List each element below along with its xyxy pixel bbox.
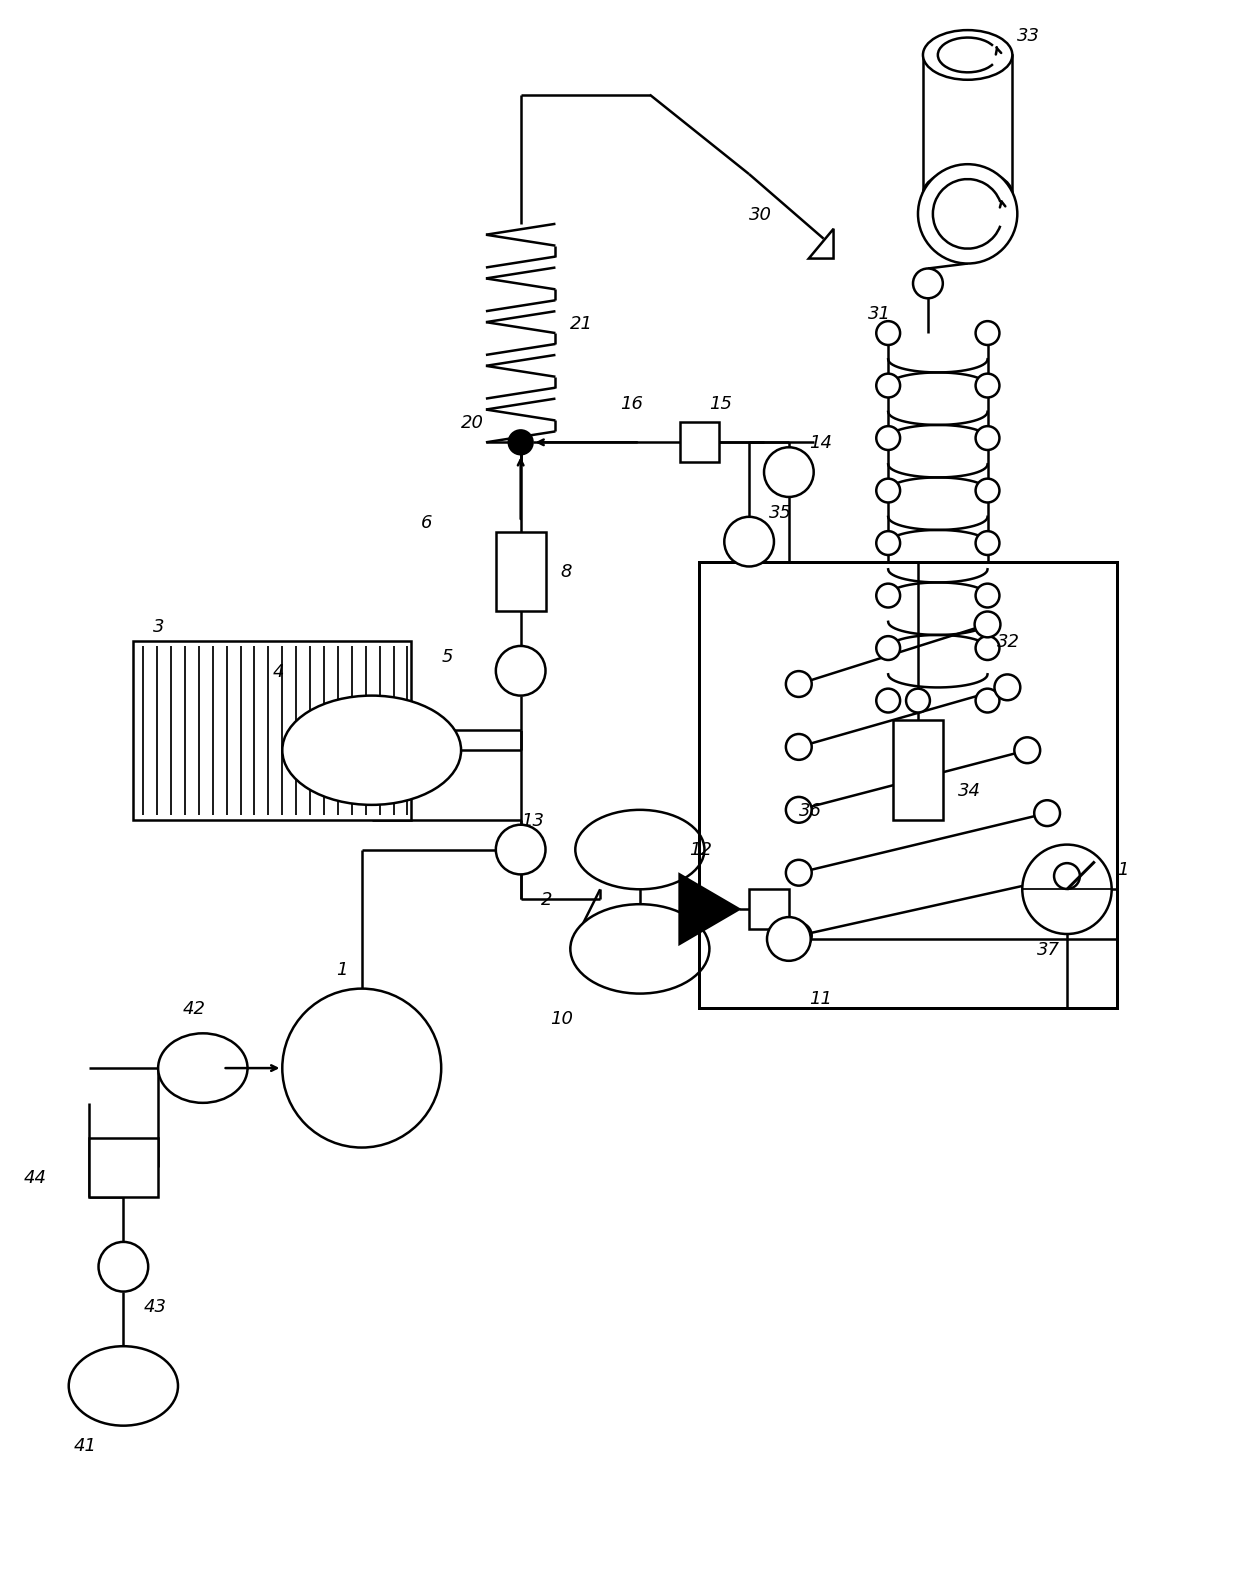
Bar bbox=[680, 422, 719, 462]
Circle shape bbox=[508, 430, 533, 454]
Polygon shape bbox=[680, 874, 739, 944]
Text: 3: 3 bbox=[154, 619, 165, 636]
Text: 37: 37 bbox=[1037, 940, 1060, 959]
Circle shape bbox=[906, 689, 930, 713]
Text: 33: 33 bbox=[1017, 27, 1040, 46]
Bar bbox=[133, 641, 412, 820]
Text: 21: 21 bbox=[570, 316, 593, 333]
Text: 12: 12 bbox=[689, 842, 713, 859]
Text: 35: 35 bbox=[769, 504, 792, 521]
Ellipse shape bbox=[923, 30, 1012, 80]
Text: 11: 11 bbox=[808, 991, 832, 1008]
Circle shape bbox=[976, 584, 999, 608]
Circle shape bbox=[975, 611, 1001, 637]
Text: 34: 34 bbox=[957, 782, 981, 799]
Circle shape bbox=[877, 374, 900, 397]
Text: 41: 41 bbox=[73, 1438, 97, 1455]
Circle shape bbox=[786, 798, 812, 823]
Circle shape bbox=[98, 1242, 149, 1292]
Circle shape bbox=[913, 268, 942, 298]
Text: 4: 4 bbox=[273, 663, 284, 681]
Bar bbox=[893, 721, 942, 820]
Circle shape bbox=[877, 584, 900, 608]
Circle shape bbox=[877, 636, 900, 659]
Ellipse shape bbox=[283, 696, 461, 805]
Bar bbox=[88, 1138, 159, 1198]
Circle shape bbox=[764, 447, 813, 498]
Circle shape bbox=[496, 824, 546, 874]
Bar bbox=[749, 889, 789, 929]
Circle shape bbox=[786, 670, 812, 697]
Circle shape bbox=[786, 860, 812, 885]
Text: 36: 36 bbox=[799, 802, 822, 820]
Circle shape bbox=[724, 517, 774, 567]
Circle shape bbox=[786, 735, 812, 760]
Text: 30: 30 bbox=[749, 206, 773, 225]
Text: 32: 32 bbox=[997, 633, 1021, 652]
Circle shape bbox=[918, 165, 1017, 264]
Circle shape bbox=[994, 675, 1021, 700]
Text: 1: 1 bbox=[336, 961, 347, 978]
Circle shape bbox=[976, 689, 999, 713]
Text: 10: 10 bbox=[551, 1011, 573, 1028]
Polygon shape bbox=[808, 229, 833, 259]
Circle shape bbox=[877, 531, 900, 554]
Circle shape bbox=[877, 479, 900, 502]
Ellipse shape bbox=[68, 1345, 179, 1426]
Circle shape bbox=[976, 636, 999, 659]
Text: 8: 8 bbox=[560, 564, 572, 581]
Circle shape bbox=[496, 645, 546, 696]
Text: 16: 16 bbox=[620, 394, 644, 413]
Circle shape bbox=[786, 923, 812, 948]
Ellipse shape bbox=[570, 904, 709, 994]
Circle shape bbox=[976, 322, 999, 345]
Bar bbox=[496, 532, 546, 611]
Circle shape bbox=[1022, 845, 1112, 934]
Circle shape bbox=[1034, 801, 1060, 826]
Bar bbox=[699, 562, 1117, 1008]
Circle shape bbox=[976, 425, 999, 451]
Ellipse shape bbox=[575, 810, 704, 889]
Text: 14: 14 bbox=[808, 435, 832, 452]
Text: 43: 43 bbox=[144, 1298, 166, 1316]
Circle shape bbox=[877, 322, 900, 345]
Circle shape bbox=[877, 425, 900, 451]
Bar bbox=[923, 55, 1012, 195]
Circle shape bbox=[1014, 738, 1040, 763]
Circle shape bbox=[1054, 864, 1080, 889]
Text: 31: 31 bbox=[868, 305, 892, 323]
Circle shape bbox=[976, 374, 999, 397]
Bar bbox=[699, 562, 1117, 1008]
Circle shape bbox=[283, 989, 441, 1148]
Ellipse shape bbox=[923, 170, 1012, 218]
Text: 1: 1 bbox=[1117, 862, 1128, 879]
Text: 15: 15 bbox=[709, 394, 733, 413]
Text: 42: 42 bbox=[184, 1000, 206, 1019]
Text: 20: 20 bbox=[461, 414, 484, 432]
Text: 6: 6 bbox=[422, 513, 433, 532]
Circle shape bbox=[976, 479, 999, 502]
Text: 44: 44 bbox=[24, 1170, 47, 1187]
Text: 2: 2 bbox=[541, 892, 552, 909]
Text: 5: 5 bbox=[441, 648, 453, 666]
Circle shape bbox=[768, 917, 811, 961]
Circle shape bbox=[976, 531, 999, 554]
Ellipse shape bbox=[159, 1033, 248, 1102]
Text: 13: 13 bbox=[521, 812, 543, 829]
Circle shape bbox=[877, 689, 900, 713]
